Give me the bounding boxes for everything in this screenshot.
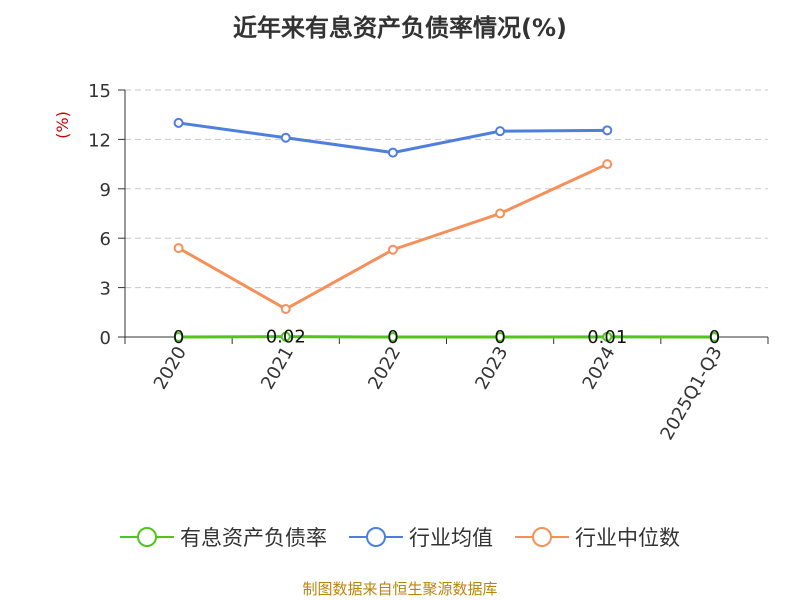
series-2 [173, 159, 613, 315]
legend-label-industry-mean: 行业均值 [409, 526, 493, 550]
x-tick-label: 2023 [471, 343, 512, 393]
legend-item-industry-mean[interactable]: 行业均值 [349, 522, 493, 552]
chart-legend: 有息资产负债率 行业均值 行业中位数 [0, 520, 800, 554]
y-tick-label: 9 [100, 180, 111, 201]
data-point [602, 125, 613, 136]
legend-swatch-debt-ratio [120, 527, 174, 547]
data-point [602, 331, 613, 342]
legend-label-industry-median: 行业中位数 [575, 526, 680, 550]
chart-title: 近年来有息资产负债率情况(%) [233, 14, 567, 42]
x-tick-label: 2021 [257, 343, 298, 393]
data-label: 0 [709, 327, 720, 348]
series-line [177, 162, 608, 311]
data-label: 0 [173, 327, 184, 348]
legend-item-industry-median[interactable]: 行业中位数 [515, 522, 680, 552]
x-tick-label: 2024 [578, 343, 619, 393]
data-point [280, 331, 291, 342]
legend-swatch-industry-median [515, 527, 569, 547]
x-tick-label: 2025Q1-Q3 [656, 343, 726, 444]
data-point [495, 208, 506, 219]
data-point [173, 117, 184, 128]
data-point [173, 243, 184, 254]
data-point [602, 159, 613, 170]
data-point [709, 332, 720, 342]
data-label: 0 [494, 327, 505, 348]
legend-swatch-industry-mean [349, 527, 403, 547]
data-point [387, 332, 398, 342]
data-point [280, 132, 291, 143]
series-1 [173, 117, 613, 158]
legend-label-debt-ratio: 有息资产负债率 [180, 526, 327, 550]
data-point [495, 126, 506, 137]
data-point [387, 244, 398, 255]
y-axis-label: (%) [53, 111, 72, 139]
source-note: 制图数据来自恒生聚源数据库 [302, 580, 498, 598]
data-label: 0 [387, 327, 398, 348]
x-tick-label: 2022 [364, 343, 405, 393]
y-tick-label: 6 [100, 229, 111, 250]
data-label: 0.02 [266, 327, 306, 348]
y-tick-label: 0 [100, 328, 111, 349]
y-tick-label: 3 [100, 279, 111, 300]
data-point [387, 147, 398, 158]
series-0: 0 0.02 0 0 0.01 0 [173, 327, 720, 348]
data-point [280, 304, 291, 315]
data-point [495, 332, 506, 342]
line-chart: 0 3 6 9 12 15 (%) 2020 2021 2022 2023 2024 2025Q1-Q3… [53, 81, 769, 444]
data-point [173, 332, 184, 342]
y-tick-label: 15 [88, 81, 111, 102]
data-label: 0.01 [587, 327, 627, 348]
x-tick-label: 2020 [150, 343, 191, 393]
y-tick-label: 12 [88, 130, 111, 151]
legend-item-debt-ratio[interactable]: 有息资产负债率 [120, 522, 327, 552]
